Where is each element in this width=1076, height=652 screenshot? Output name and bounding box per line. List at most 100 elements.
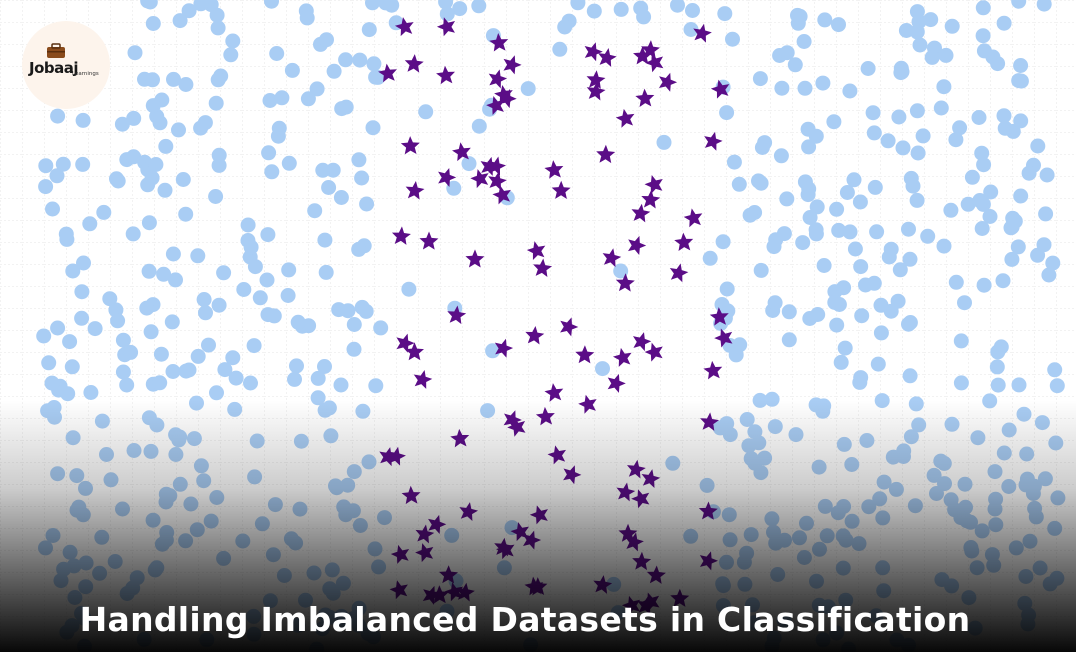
dot — [354, 299, 370, 315]
star — [544, 160, 564, 179]
dot — [280, 288, 296, 303]
dot — [153, 346, 169, 362]
dot — [943, 202, 959, 218]
dot — [781, 304, 797, 320]
dot — [1013, 113, 1029, 129]
dot — [115, 364, 131, 380]
star — [704, 131, 723, 151]
dot — [520, 81, 536, 97]
dot — [944, 18, 960, 34]
dot — [317, 359, 332, 374]
dot — [127, 45, 143, 61]
dot — [866, 275, 882, 291]
dot — [145, 16, 161, 31]
dot — [767, 295, 783, 311]
dot — [318, 264, 334, 280]
dot — [181, 3, 197, 19]
dot — [1038, 206, 1054, 222]
dot — [201, 337, 216, 353]
star — [526, 241, 546, 261]
dot — [1011, 0, 1027, 9]
dot — [114, 116, 130, 132]
dot — [262, 93, 278, 108]
dot — [960, 196, 976, 212]
dot — [365, 0, 380, 11]
dot — [557, 19, 573, 35]
bottom-fade — [0, 400, 1076, 652]
dot — [418, 104, 434, 120]
dot — [49, 168, 65, 184]
dot — [776, 226, 792, 242]
star — [598, 48, 617, 67]
dot — [810, 307, 826, 322]
dot — [976, 277, 992, 293]
dot — [211, 297, 227, 313]
dot — [209, 385, 224, 401]
dot — [833, 354, 849, 370]
star — [492, 185, 511, 205]
dot — [990, 56, 1006, 72]
dot — [586, 3, 602, 19]
dot — [898, 23, 914, 38]
star — [470, 169, 489, 189]
dot — [781, 332, 797, 348]
dot — [936, 238, 952, 254]
dot — [881, 249, 897, 265]
dot — [38, 179, 54, 195]
dot — [247, 259, 263, 275]
dot — [842, 83, 858, 99]
dot — [166, 71, 181, 87]
dot — [613, 263, 629, 279]
dot — [933, 100, 949, 116]
star — [533, 258, 553, 278]
dot — [252, 290, 268, 306]
dot — [139, 300, 155, 316]
dot — [685, 3, 700, 18]
dot — [779, 191, 795, 207]
dot — [996, 15, 1012, 31]
dot — [869, 224, 885, 240]
dot — [924, 49, 940, 65]
dot — [141, 215, 157, 231]
dot — [1011, 73, 1027, 89]
star — [628, 235, 647, 255]
star — [633, 46, 653, 65]
dot — [910, 145, 926, 161]
dot — [753, 262, 769, 278]
star — [560, 317, 579, 337]
star — [404, 342, 424, 361]
star — [710, 79, 730, 99]
dot — [82, 216, 98, 232]
star — [645, 53, 664, 73]
star — [612, 347, 632, 367]
dot — [846, 172, 862, 188]
dot — [175, 172, 191, 187]
dot — [216, 265, 232, 281]
dot — [990, 377, 1006, 393]
dot — [948, 274, 964, 290]
dot — [74, 284, 90, 300]
dot — [702, 250, 718, 266]
dot — [866, 125, 882, 141]
dot — [1005, 210, 1021, 226]
dot — [198, 305, 213, 321]
dot — [656, 134, 672, 150]
dot — [289, 358, 304, 374]
dot — [726, 154, 742, 170]
dot — [264, 0, 279, 9]
dot — [259, 272, 275, 288]
dot — [808, 226, 824, 242]
dot — [351, 241, 367, 257]
dot — [157, 182, 173, 198]
dot — [158, 138, 174, 154]
star — [674, 232, 694, 252]
star — [602, 248, 622, 268]
dot — [831, 17, 846, 33]
star — [452, 142, 471, 162]
dot — [126, 110, 142, 126]
star — [586, 81, 606, 101]
dot — [102, 291, 118, 307]
dot — [62, 334, 78, 350]
dot — [923, 12, 939, 28]
dot — [59, 231, 75, 247]
